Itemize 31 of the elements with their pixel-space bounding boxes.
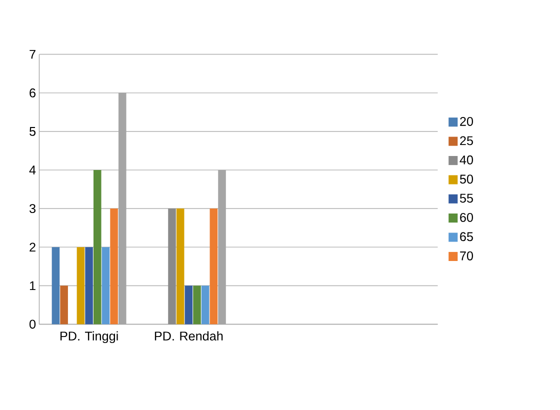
legend-label: 50 bbox=[460, 174, 474, 184]
x-tick-label: PD. Rendah bbox=[154, 331, 223, 340]
bar bbox=[76, 246, 85, 324]
legend-label: 40 bbox=[460, 155, 474, 164]
bar bbox=[52, 246, 60, 324]
bar bbox=[184, 286, 193, 324]
legend-label: 55 bbox=[460, 194, 473, 203]
y-tick-label: 2 bbox=[30, 242, 36, 252]
bar bbox=[102, 246, 110, 324]
legend-label: 20 bbox=[460, 116, 474, 126]
bar bbox=[168, 208, 176, 324]
y-tick-label: 6 bbox=[30, 88, 36, 98]
y-tick-label: 5 bbox=[30, 126, 36, 136]
bar bbox=[193, 286, 201, 324]
bar bbox=[85, 246, 93, 324]
bar bbox=[176, 208, 184, 324]
bar bbox=[60, 286, 68, 324]
legend-label: 25 bbox=[460, 136, 473, 146]
legend-label: 70 bbox=[460, 251, 474, 260]
y-tick-label: 7 bbox=[30, 50, 36, 59]
y-tick-label: 4 bbox=[29, 166, 36, 174]
legend-label: 65 bbox=[460, 232, 473, 241]
x-tick-label: PD. Tinggi bbox=[60, 331, 118, 343]
bar bbox=[210, 208, 218, 324]
y-tick-label: 1 bbox=[30, 281, 36, 290]
y-tick-label: 3 bbox=[30, 204, 36, 213]
legend-label: 60 bbox=[460, 212, 474, 222]
y-tick-label: 0 bbox=[30, 320, 36, 329]
bar bbox=[201, 286, 210, 324]
bar bbox=[110, 208, 118, 324]
bar bbox=[93, 170, 102, 324]
